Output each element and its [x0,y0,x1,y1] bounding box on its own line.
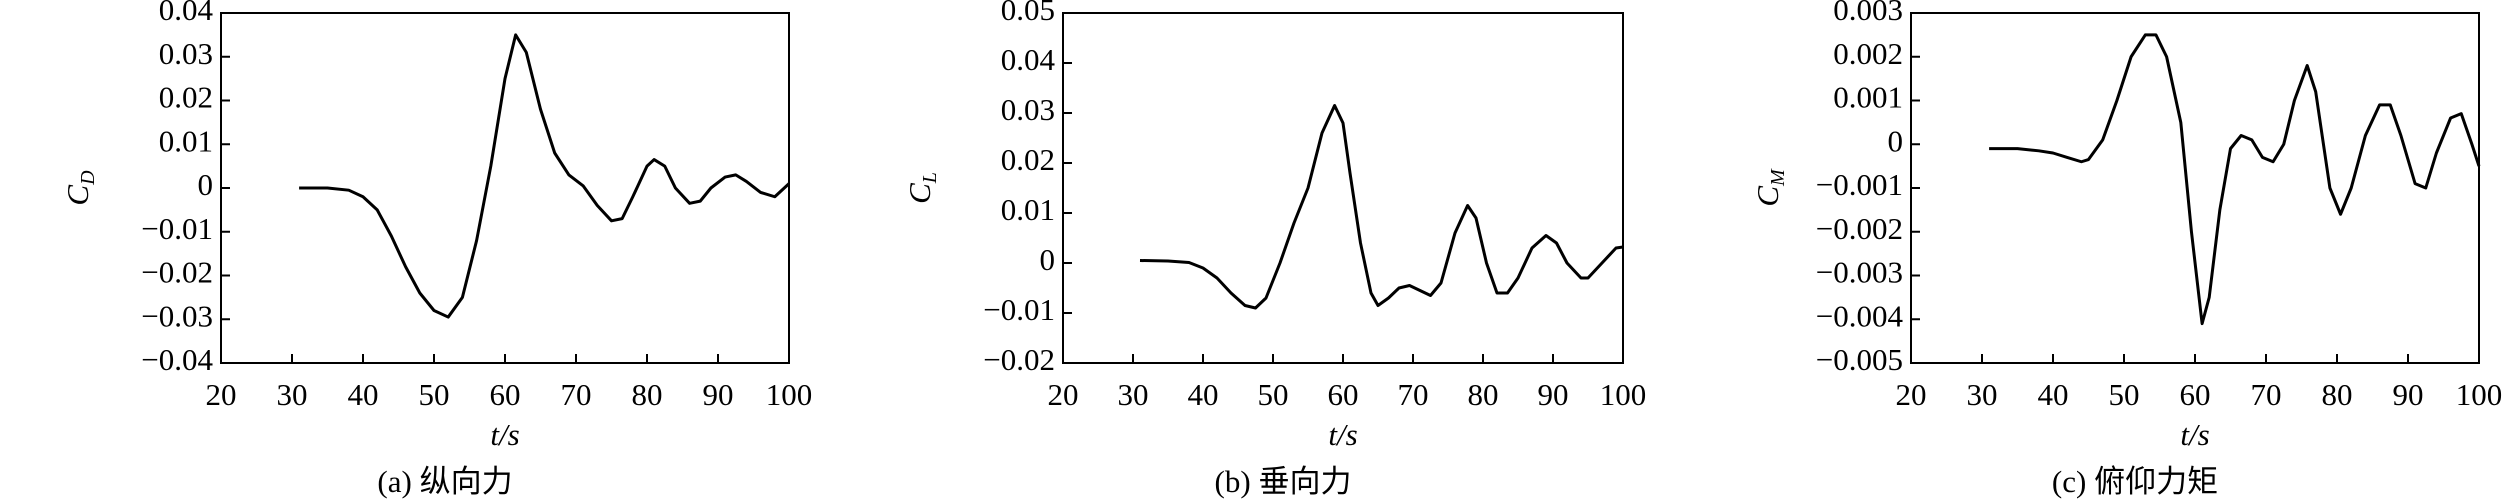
plot-frame [1910,12,2480,364]
y-tick-label: 0.04 [1001,42,1056,77]
y-tick-label: 0 [1040,242,1056,277]
x-tick-label: 80 [2322,377,2353,412]
x-tick-label: 50 [2109,377,2140,412]
plot-frame [1062,12,1624,364]
x-tick-label: 90 [1538,377,1569,412]
x-tick-label: 40 [2038,377,2069,412]
x-tick-label: 70 [2251,377,2282,412]
y-tick-label: 0.02 [1001,142,1055,177]
y-tick-label: 0.02 [159,80,213,115]
y-axis-label-main: C [902,183,937,204]
y-tick-label: 0.04 [159,0,214,27]
x-tick-label: 50 [1258,377,1289,412]
x-tick-label: 100 [1600,377,1647,412]
y-tick-label: 0.05 [1001,0,1055,27]
x-axis-label: t/s [1328,417,1357,452]
caption: (a) 纵向力 [377,464,512,499]
y-tick-label: −0.01 [141,211,213,246]
x-axis-label: t/s [2180,417,2209,452]
x-tick-label: 20 [1896,377,1927,412]
data-line [1989,33,2481,326]
caption: (b) 垂向力 [1215,464,1352,499]
panel: 20 30 40 50 60 70 80 90 100 −0.04 −0.03 −0.02 −0.01 0… [60,0,812,499]
y-tick-label: −0.002 [1816,211,1903,246]
y-tick-label: 0 [198,167,214,202]
x-tick-label: 90 [703,377,734,412]
y-tick-label: 0.03 [1001,92,1055,127]
x-tick-label: 40 [348,377,379,412]
y-tick-label: 0.01 [159,123,213,158]
x-tick-label: 100 [2456,377,2503,412]
y-tick-label: −0.005 [1816,342,1903,377]
x-tick-label: 70 [1398,377,1429,412]
panel: 20 30 40 50 60 70 80 90 100 −0.005 −0.004 −0.003 −0.… [1750,0,2502,499]
x-tick-label: 30 [1967,377,1998,412]
x-tick-label: 20 [1048,377,1079,412]
y-axis-label: CD [60,170,98,206]
y-tick-label: −0.04 [141,342,213,377]
x-tick-label: 90 [2393,377,2424,412]
x-tick-label: 80 [1468,377,1499,412]
x-tick-label: 60 [1328,377,1359,412]
x-tick-label: 100 [766,377,813,412]
y-tick-label: −0.01 [983,292,1055,327]
data-line [1139,104,1624,310]
x-tick-label: 30 [1118,377,1149,412]
panel: 20 30 40 50 60 70 80 90 100 −0.02 −0.01 0 0.01 0.02 0.… [902,0,1646,499]
x-tick-label: 50 [419,377,450,412]
y-axis-label-subscript: D [77,170,99,186]
y-tick-label: 0.001 [1833,80,1903,115]
y-tick-label: −0.001 [1816,167,1903,202]
x-tick-label: 60 [2180,377,2211,412]
x-tick-label: 30 [277,377,308,412]
y-tick-label: −0.003 [1816,255,1903,290]
y-tick-label: 0.002 [1833,36,1903,71]
x-tick-label: 20 [206,377,237,412]
x-tick-label: 40 [1188,377,1219,412]
x-tick-label: 60 [490,377,521,412]
y-tick-label: −0.02 [983,342,1055,377]
x-tick-label: 80 [632,377,663,412]
y-axis-label: CM [1750,168,1788,207]
x-axis-label: t/s [490,417,519,452]
y-tick-label: 0.003 [1833,0,1903,27]
y-axis-label-main: C [60,185,95,206]
y-tick-label: −0.02 [141,255,213,290]
x-tick-label: 70 [561,377,592,412]
caption: (c) 俯仰力矩 [2052,464,2218,499]
data-line [299,33,791,319]
y-axis-label-main: C [1750,186,1785,207]
y-tick-label: −0.03 [141,298,213,333]
y-axis-label: CL [902,172,940,204]
y-tick-label: 0.01 [1001,192,1055,227]
y-axis-label-subscript: M [1767,168,1789,187]
y-axis-label-subscript: L [919,172,941,184]
y-tick-label: 0 [1888,123,1904,158]
y-tick-label: −0.004 [1816,298,1904,333]
y-tick-label: 0.03 [159,36,213,71]
